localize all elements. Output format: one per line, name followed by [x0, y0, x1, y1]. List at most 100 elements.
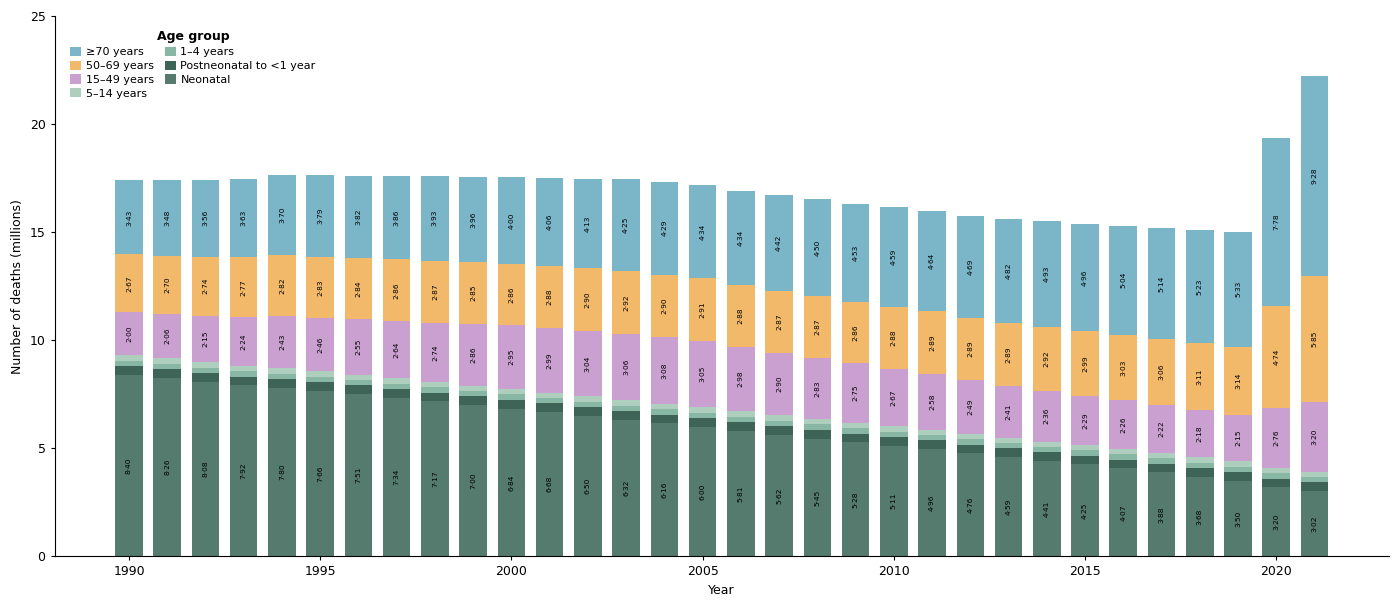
- Text: 3·50: 3·50: [1235, 510, 1240, 527]
- Bar: [307, 175, 335, 257]
- Bar: [536, 266, 563, 328]
- Bar: [766, 195, 792, 291]
- Bar: [841, 364, 869, 423]
- Bar: [574, 331, 602, 396]
- Text: 6·68: 6·68: [546, 476, 553, 492]
- Bar: [154, 181, 181, 255]
- Text: 2·88: 2·88: [738, 308, 743, 324]
- Bar: [1071, 465, 1099, 556]
- Bar: [459, 396, 487, 405]
- Bar: [307, 391, 335, 556]
- Bar: [881, 437, 907, 446]
- Text: 2·90: 2·90: [776, 376, 783, 392]
- Bar: [956, 318, 984, 380]
- Bar: [881, 426, 907, 432]
- Text: 2·88: 2·88: [890, 330, 897, 346]
- Bar: [384, 389, 410, 398]
- Text: 5·23: 5·23: [1197, 278, 1203, 295]
- Bar: [536, 393, 563, 398]
- Bar: [269, 388, 295, 556]
- Text: 2·84: 2·84: [356, 280, 361, 297]
- Bar: [651, 423, 678, 556]
- Bar: [918, 311, 946, 374]
- Text: 2·86: 2·86: [393, 282, 399, 299]
- Y-axis label: Number of deaths (millions): Number of deaths (millions): [11, 199, 24, 374]
- Bar: [881, 368, 907, 426]
- Bar: [995, 323, 1022, 385]
- Bar: [459, 324, 487, 385]
- Text: 4·06: 4·06: [546, 213, 553, 230]
- Bar: [918, 430, 946, 435]
- Bar: [497, 263, 525, 325]
- Bar: [841, 442, 869, 556]
- Bar: [766, 421, 792, 426]
- Text: 2·67: 2·67: [890, 389, 897, 406]
- Bar: [192, 257, 220, 316]
- Text: 4·64: 4·64: [930, 254, 935, 269]
- Bar: [536, 412, 563, 556]
- Bar: [192, 316, 220, 362]
- Text: 2·24: 2·24: [241, 333, 246, 350]
- Text: 4·42: 4·42: [776, 235, 783, 251]
- Text: 2·99: 2·99: [1082, 355, 1088, 371]
- Bar: [497, 400, 525, 409]
- Bar: [574, 407, 602, 416]
- Text: 2·15: 2·15: [1235, 430, 1240, 446]
- Bar: [1263, 478, 1289, 487]
- Bar: [154, 378, 181, 556]
- Bar: [956, 434, 984, 440]
- Bar: [727, 347, 755, 412]
- Bar: [1033, 390, 1061, 441]
- Bar: [384, 398, 410, 556]
- Bar: [1263, 473, 1289, 478]
- Bar: [1071, 445, 1099, 451]
- Bar: [1301, 491, 1329, 556]
- Text: 8·08: 8·08: [203, 461, 209, 477]
- Bar: [995, 385, 1022, 438]
- Bar: [1224, 466, 1252, 472]
- Bar: [727, 285, 755, 347]
- Bar: [956, 454, 984, 556]
- Bar: [918, 374, 946, 430]
- Text: 2·90: 2·90: [661, 297, 668, 314]
- Bar: [612, 420, 640, 556]
- Bar: [995, 457, 1022, 556]
- Bar: [1224, 481, 1252, 556]
- Bar: [1301, 276, 1329, 402]
- Bar: [881, 207, 907, 306]
- Bar: [689, 278, 717, 341]
- Text: 2·74: 2·74: [203, 278, 209, 294]
- Bar: [727, 416, 755, 422]
- Text: 2·99: 2·99: [546, 352, 553, 368]
- Bar: [651, 337, 678, 404]
- Text: 2·89: 2·89: [1005, 346, 1012, 363]
- Bar: [459, 177, 487, 262]
- Bar: [612, 271, 640, 334]
- Text: 2·98: 2·98: [738, 371, 743, 387]
- Text: 5·81: 5·81: [738, 485, 743, 502]
- Text: 4·74: 4·74: [1273, 348, 1280, 365]
- Bar: [1263, 306, 1289, 408]
- Bar: [459, 391, 487, 396]
- Bar: [344, 319, 372, 375]
- Text: 4·69: 4·69: [967, 259, 973, 275]
- Bar: [651, 404, 678, 409]
- Text: 5·28: 5·28: [853, 491, 858, 508]
- Bar: [115, 181, 143, 254]
- Legend: ≥70 years, 50–69 years, 15–49 years, 5–14 years, 1–4 years, Postneonatal to <1 y: ≥70 years, 50–69 years, 15–49 years, 5–1…: [67, 27, 319, 102]
- Bar: [230, 385, 258, 556]
- Bar: [727, 422, 755, 430]
- Bar: [344, 394, 372, 556]
- Bar: [766, 353, 792, 415]
- Bar: [689, 341, 717, 407]
- Bar: [841, 428, 869, 434]
- Bar: [956, 216, 984, 318]
- Bar: [1263, 137, 1289, 306]
- Text: 2·22: 2·22: [1159, 421, 1165, 437]
- Bar: [1186, 457, 1214, 463]
- Text: 3·03: 3·03: [1120, 359, 1126, 376]
- Bar: [766, 435, 792, 556]
- Text: 3·79: 3·79: [318, 208, 323, 224]
- Text: 6·32: 6·32: [623, 480, 629, 496]
- Text: 3·02: 3·02: [1312, 516, 1317, 532]
